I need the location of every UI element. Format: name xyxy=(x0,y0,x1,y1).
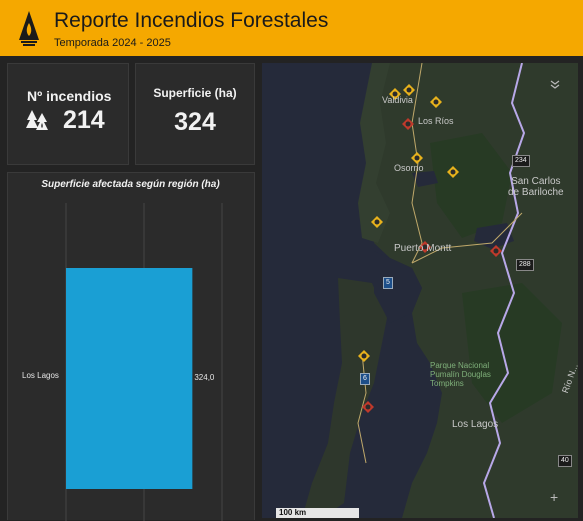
fire-marker-controlled[interactable] xyxy=(489,244,503,258)
fire-marker-active[interactable] xyxy=(388,87,402,101)
map-label-osorno: Osorno xyxy=(394,163,424,173)
fire-marker-controlled[interactable] xyxy=(401,117,415,131)
route-shield: 234 xyxy=(512,155,530,167)
chart-bar[interactable] xyxy=(66,268,193,489)
fire-marker-controlled[interactable] xyxy=(418,240,432,254)
forest-patch xyxy=(462,283,562,423)
page-title: Reporte Incendios Forestales xyxy=(54,9,329,32)
basemap xyxy=(302,63,578,518)
fire-marker-active[interactable] xyxy=(357,349,371,363)
header-bar: Reporte Incendios Forestales Temporada 2… xyxy=(0,0,583,56)
chart-value-label: 324,0 xyxy=(194,373,215,382)
kpi-card-incendios: Nº incendios 214 xyxy=(7,63,129,165)
chart-panel: Superficie afectada según región (ha) Lo… xyxy=(7,172,255,521)
bar-chart xyxy=(65,203,223,521)
map-label-bariloche: San Carlos de Bariloche xyxy=(508,176,564,198)
map-label-los-rios: Los Ríos xyxy=(418,116,454,126)
land-island xyxy=(302,278,387,518)
chart-title: Superficie afectada según región (ha) xyxy=(41,179,220,190)
route-shield: 288 xyxy=(516,259,534,271)
map-label-valdivia: Valdivia xyxy=(382,95,413,105)
kpi-incendios-label: Nº incendios xyxy=(27,88,112,104)
kpi-superficie-label: Superficie (ha) xyxy=(153,86,237,100)
inland-sea xyxy=(374,251,422,323)
forest-patch xyxy=(430,133,512,238)
land-coast xyxy=(358,63,390,243)
fire-marker-active[interactable] xyxy=(370,215,384,229)
road xyxy=(411,212,523,264)
page-subtitle: Temporada 2024 - 2025 xyxy=(54,37,171,49)
fire-marker-active[interactable] xyxy=(446,165,460,179)
lake xyxy=(412,171,438,187)
map-label-los-lagos: Los Lagos xyxy=(452,419,499,430)
kpi-incendios-value: 214 xyxy=(63,106,105,134)
chevrons-down-icon[interactable] xyxy=(550,77,560,93)
fire-marker-active[interactable] xyxy=(410,151,424,165)
burning-trees-icon xyxy=(26,110,48,130)
fire-marker-controlled[interactable] xyxy=(361,400,375,414)
route-shield: 40 xyxy=(558,455,572,467)
border-line xyxy=(482,63,526,518)
route-shield: 5 xyxy=(383,277,393,289)
map-scale-bar: 100 km xyxy=(276,508,359,518)
tree-flame-logo-icon xyxy=(19,11,39,46)
lake xyxy=(474,223,514,249)
map-view[interactable]: Valdivia Los Ríos Osorno San Carlos de B… xyxy=(262,63,578,518)
kpi-card-superficie: Superficie (ha) 324 xyxy=(135,63,255,165)
kpi-superficie-value: 324 xyxy=(174,108,216,136)
fire-marker-active[interactable] xyxy=(429,95,443,109)
fire-marker-active[interactable] xyxy=(402,83,416,97)
zoom-in-button[interactable]: + xyxy=(550,489,559,505)
chart-category-label: Los Lagos xyxy=(22,371,59,380)
map-label-puerto-montt: Puerto Montt xyxy=(394,243,452,254)
map-label-parque-pumalin: Parque Nacional Pumalín Douglas Tompkins xyxy=(430,361,491,388)
route-shield: 6 xyxy=(360,373,370,385)
